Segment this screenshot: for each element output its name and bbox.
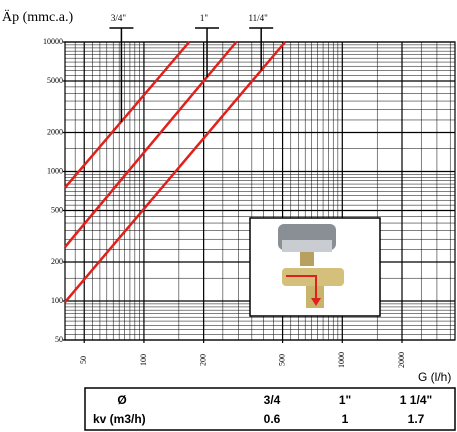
table-header: 1 1/4" [400,393,432,407]
y-tick-label: 2000 [47,127,63,136]
x-tick-label: 1000 [337,352,346,368]
y-tick-label: 200 [51,257,63,266]
series-line [64,41,191,189]
inset-photo [249,217,381,317]
table-header: Ø [117,393,126,407]
x-tick-label: 100 [139,354,148,366]
table-cell: kv (m3/h) [93,412,146,426]
x-tick-label: 500 [277,354,286,366]
x-tick-label: 50 [79,356,88,364]
table-header: 1" [339,393,351,407]
table-cell: 1.7 [408,412,425,426]
table-cell: 0.6 [264,412,281,426]
y-tick-label: 5000 [47,76,63,85]
y-tick-label: 50 [55,335,63,344]
x-tick-label: 200 [198,354,207,366]
x-tick-label: 2000 [397,352,406,368]
marker-label: 3/4" [111,13,127,23]
marker-label: 1" [200,13,209,23]
plot: 3/4" 1" 11/4" [64,13,287,303]
table-cell: 1 [342,412,349,426]
y-tick-label: 1000 [47,166,63,175]
kv-table: Ø 3/4 1" 1 1/4" kv (m3/h) 0.6 1 1.7 [84,387,456,431]
series-line [64,41,287,303]
y-tick-label: 10000 [43,37,63,46]
plot-frame [64,41,456,341]
y-tick-label: 500 [51,205,63,214]
table-header: 3/4 [264,393,281,407]
y-axis-title: Äp (mmc.a.) [2,8,73,25]
marker-label: 11/4" [249,13,269,23]
y-tick-label: 100 [51,296,63,305]
x-axis-title: G (l/h) [418,370,451,384]
